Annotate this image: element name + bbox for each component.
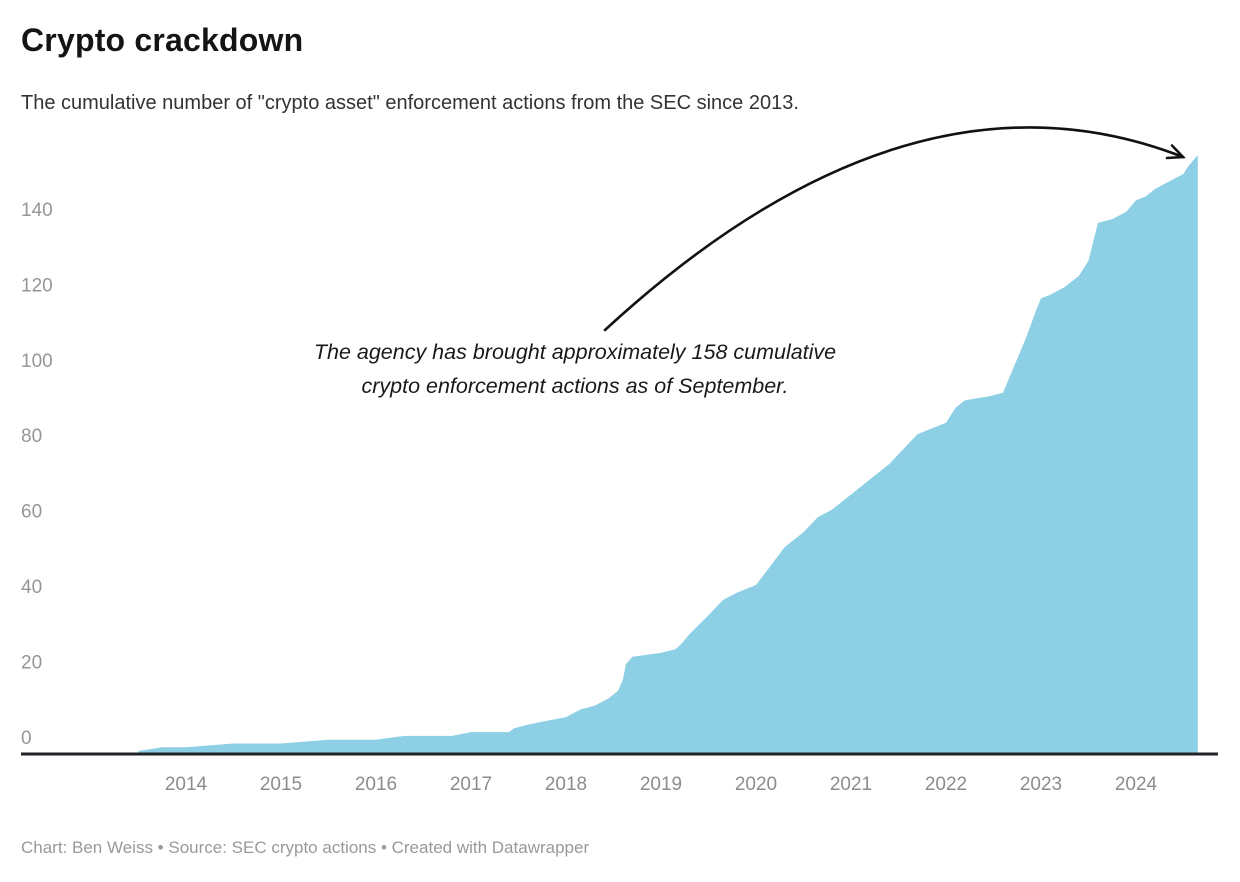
x-tick-label: 2018 <box>545 774 587 795</box>
y-tick-label: 140 <box>21 200 53 221</box>
y-tick-label: 20 <box>21 653 42 674</box>
y-axis-tick-labels: 0 20 40 60 80 100 120 140 <box>21 200 53 749</box>
y-tick-label: 0 <box>21 728 32 749</box>
page-title: Crypto crackdown <box>21 22 304 58</box>
y-tick-label: 100 <box>21 351 53 372</box>
annotation-line-1: The agency has brought approximately 158… <box>313 340 837 364</box>
x-tick-label: 2017 <box>450 774 492 795</box>
x-tick-label: 2019 <box>640 774 682 795</box>
x-tick-label: 2020 <box>735 774 777 795</box>
x-tick-label: 2022 <box>925 774 967 795</box>
x-tick-label: 2016 <box>355 774 397 795</box>
y-tick-label: 120 <box>21 275 53 296</box>
page-subtitle: The cumulative number of "crypto asset" … <box>21 92 799 114</box>
y-tick-label: 60 <box>21 502 42 523</box>
footer-credit: Chart: Ben Weiss • Source: SEC crypto ac… <box>21 838 590 857</box>
y-tick-label: 80 <box>21 426 42 447</box>
x-tick-label: 2021 <box>830 774 872 795</box>
x-tick-label: 2023 <box>1020 774 1062 795</box>
x-axis-tick-labels: 2014 2015 2016 2017 2018 2019 2020 2021 2022 2023… <box>165 774 1158 795</box>
y-tick-label: 40 <box>21 577 42 598</box>
x-tick-label: 2015 <box>260 774 302 795</box>
annotation-line-2: crypto enforcement actions as of Septemb… <box>361 374 789 398</box>
x-tick-label: 2014 <box>165 774 208 795</box>
x-tick-label: 2024 <box>1115 774 1158 795</box>
area-series <box>138 155 1198 753</box>
annotation-arrow-icon <box>603 126 1186 332</box>
annotation-text: The agency has brought approximately 158… <box>235 335 915 403</box>
